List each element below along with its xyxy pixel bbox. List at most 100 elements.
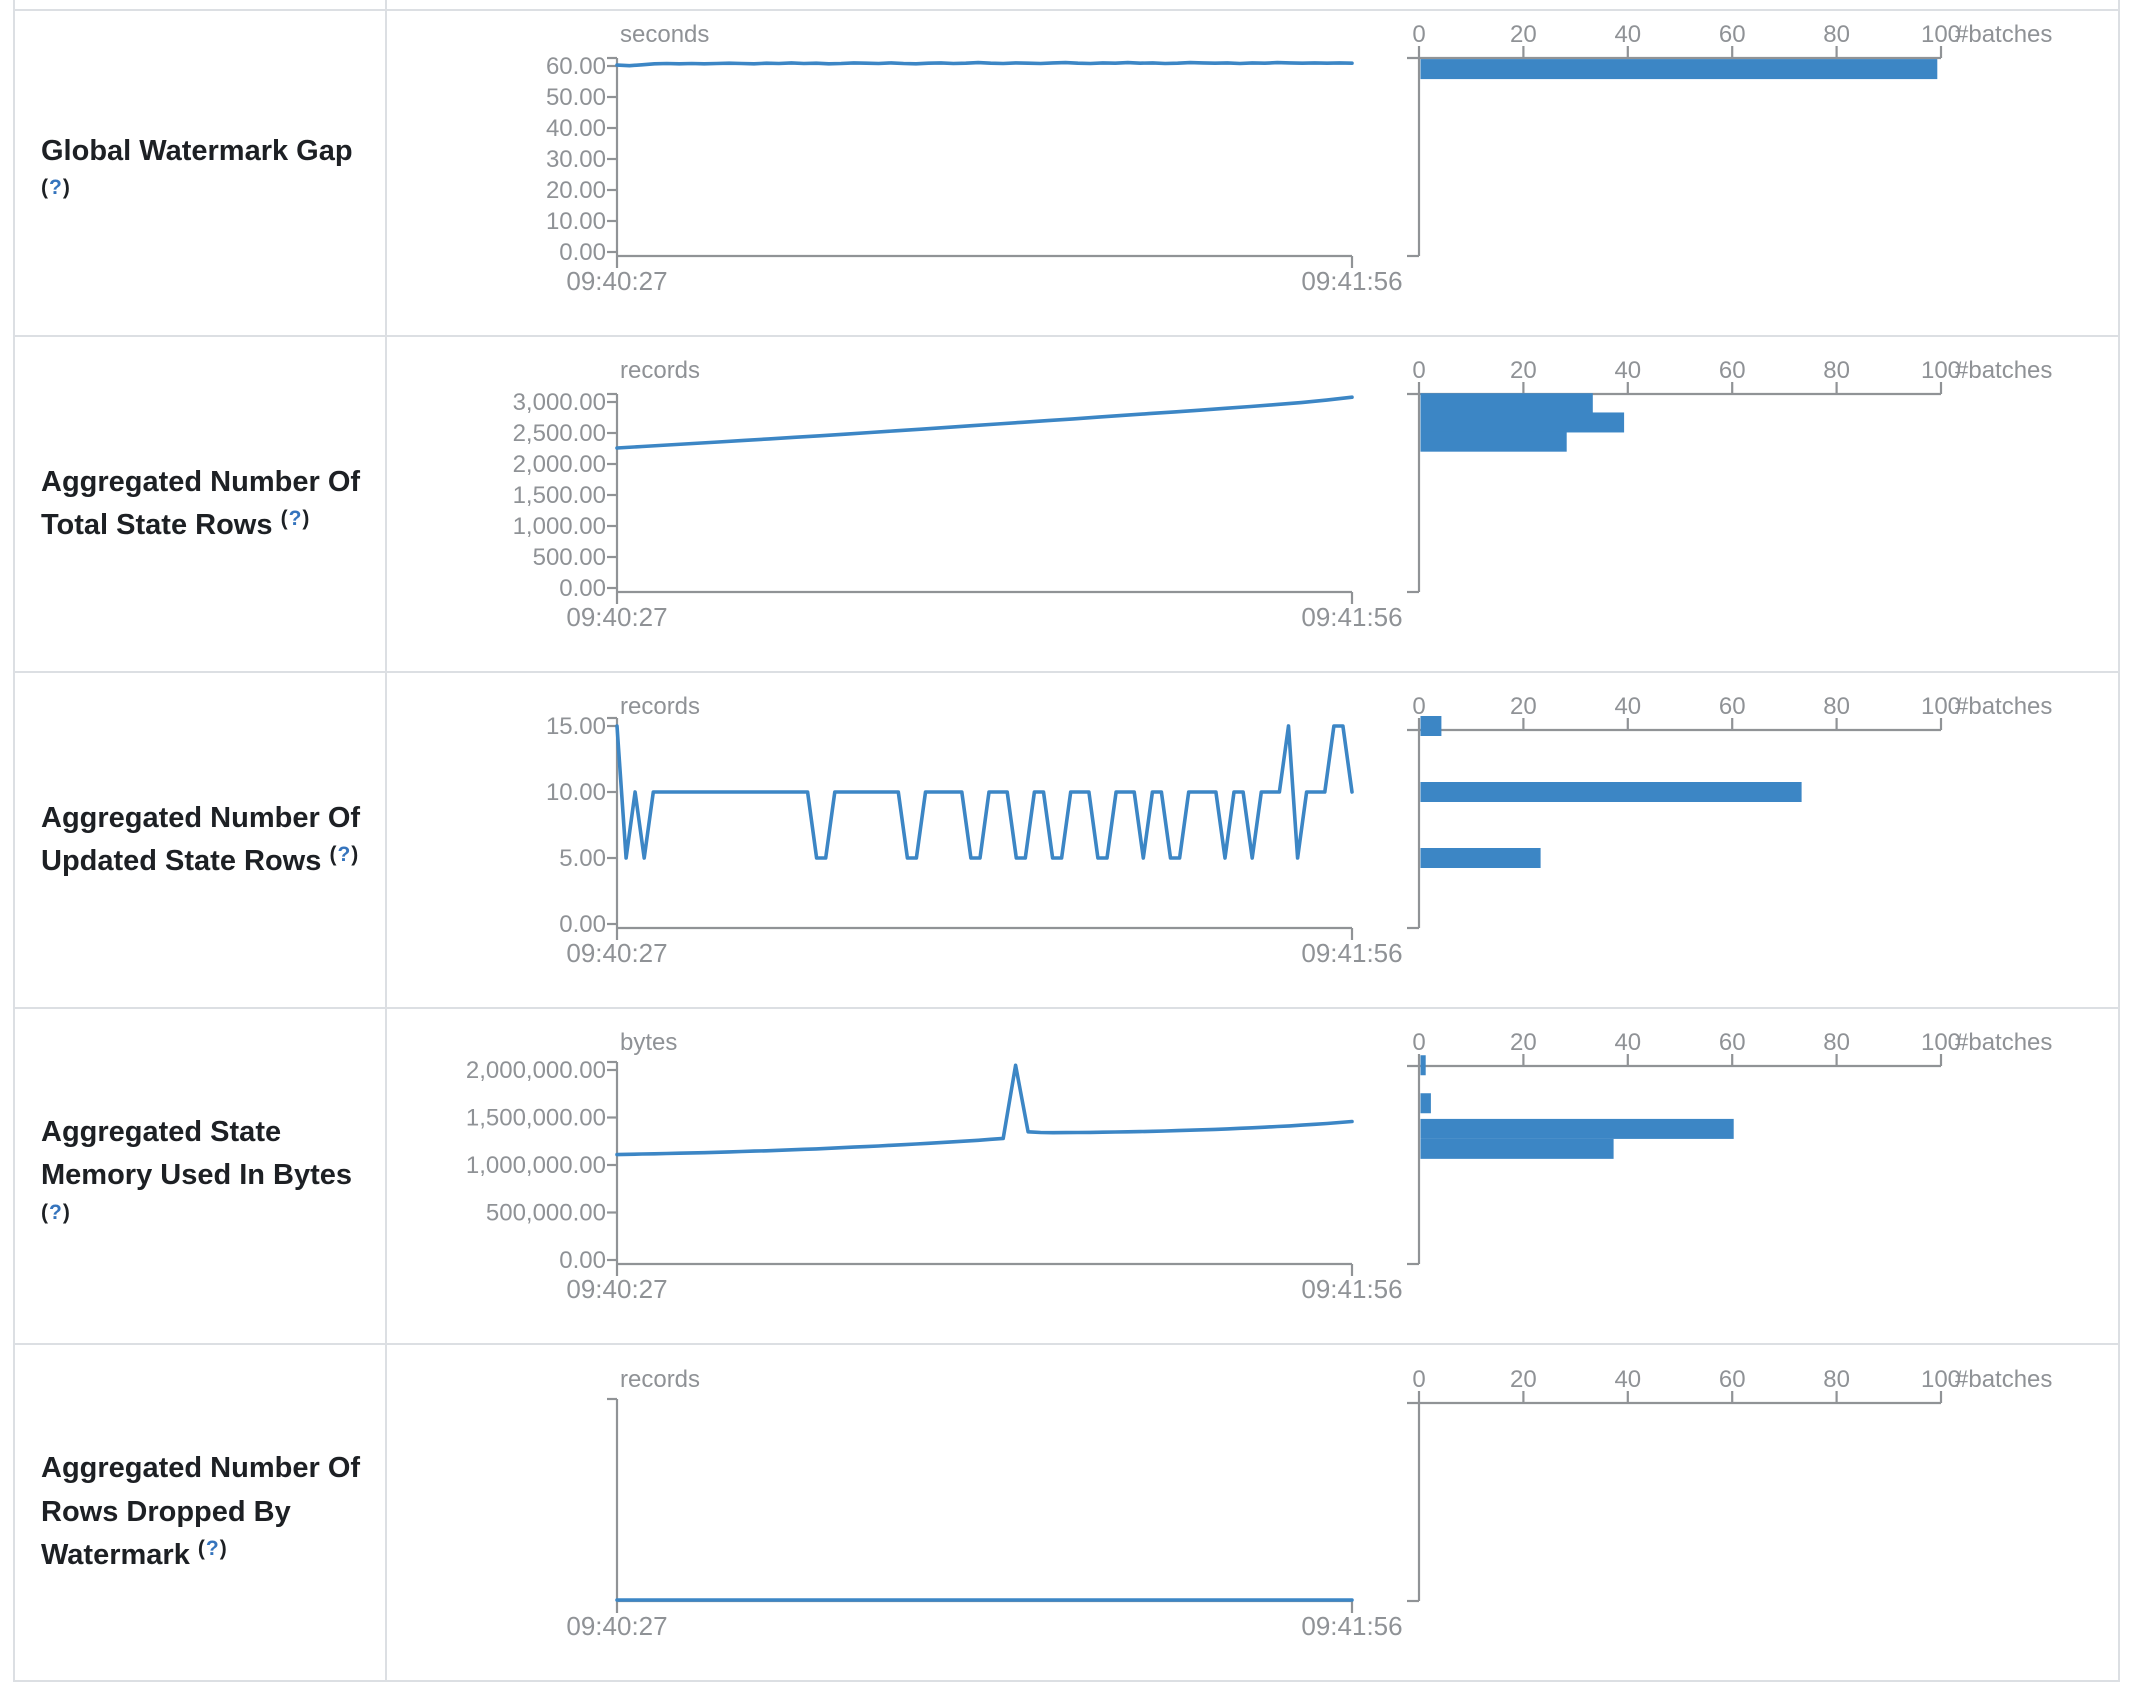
metric-line-series [615, 395, 1354, 450]
unit-label: records [620, 693, 700, 720]
hist-x-tick-label: 100 [1921, 21, 1961, 48]
question-mark-icon[interactable]: ? [337, 843, 352, 866]
row-divider [13, 1007, 2118, 1009]
y-tick-label: 2,500.00 [513, 420, 606, 447]
hist-x-tick-label: 60 [1719, 21, 1746, 48]
y-tick-label: 0.00 [559, 911, 606, 938]
histogram-chart: 0 20 40 60 80 100#batches [1407, 21, 2052, 258]
y-tick-label: 10.00 [546, 208, 606, 235]
hist-x-tick-label: 40 [1614, 693, 1641, 720]
hist-x-tick-label: 100 [1921, 1029, 1961, 1056]
y-tick-label: 5.00 [559, 845, 606, 872]
unit-label: records [620, 1366, 700, 1393]
metric-title: Aggregated Number Of Rows Dropped By Wat… [15, 1447, 373, 1578]
row-divider [13, 335, 2118, 337]
hist-x-tick-label: 20 [1510, 357, 1537, 384]
help-link[interactable]: (?) [197, 1537, 228, 1561]
help-link[interactable]: (?) [329, 843, 360, 866]
metric-row-label-cell: Aggregated Number Of Total State Rows (?… [15, 336, 385, 672]
metric-line-series [615, 1063, 1354, 1157]
hist-x-tick-label: 100 [1921, 357, 1961, 384]
row-charts-svg: seconds 60.00 50.00 40.00 30.00 20.00 10.00 0.0… [546, 21, 2052, 296]
metric-row-label-cell: Aggregated State Memory Used In Bytes (?… [15, 1008, 385, 1344]
y-tick-label: 50.00 [546, 84, 606, 111]
question-mark-icon[interactable]: ? [49, 1200, 63, 1224]
metric-title-text: Aggregated State Memory Used In Bytes [41, 1115, 353, 1192]
row-charts-svg: bytes 2,000,000.00 1,500,000.00 1,000,000.0… [466, 1029, 2053, 1304]
row-divider [13, 1343, 2118, 1345]
question-mark-icon[interactable]: ? [205, 1537, 220, 1561]
metric-row-label-cell: Aggregated Number Of Updated State Rows … [15, 672, 385, 1008]
batches-axis-label: #batches [1955, 1029, 2052, 1056]
hist-x-tick-label: 20 [1510, 21, 1537, 48]
y-tick-label: 1,000.00 [513, 513, 606, 540]
histogram-bar [1420, 716, 1442, 736]
y-tick-label: 1,000,000.00 [466, 1152, 606, 1179]
hist-x-tick-label: 60 [1719, 1029, 1746, 1056]
row-charts-svg: records 09:40:27 09:41:56 0 20 40 60 80 100#batc… [566, 1366, 2052, 1641]
y-tick-label: 60.00 [546, 53, 606, 80]
time-start-label: 09:40:27 [566, 602, 667, 632]
histogram-chart: 0 20 40 60 80 100#batches [1407, 1366, 2052, 1603]
metric-row-label-cell: Global Watermark Gap (?) [15, 10, 385, 336]
metric-title: Aggregated Number Of Updated State Rows … [15, 797, 373, 884]
time-end-label: 09:41:56 [1301, 602, 1402, 632]
hist-x-tick-label: 100 [1921, 1366, 1961, 1393]
metric-row-label-cell: Aggregated Number Of Rows Dropped By Wat… [15, 1344, 385, 1681]
hist-x-tick-label: 0 [1412, 693, 1425, 720]
metric-title-text: Aggregated Number Of Updated State Rows [41, 801, 361, 878]
help-link[interactable]: (?) [280, 507, 311, 530]
y-tick-label: 500.00 [533, 544, 606, 571]
hist-x-tick-label: 0 [1412, 1366, 1425, 1393]
unit-label: bytes [620, 1029, 677, 1056]
time-start-label: 09:40:27 [566, 1611, 667, 1641]
hist-x-tick-label: 20 [1510, 1029, 1537, 1056]
metric-title-text: Aggregated Number Of Total State Rows [41, 465, 361, 542]
hist-x-tick-label: 40 [1614, 1366, 1641, 1393]
help-link[interactable]: (?) [41, 176, 71, 199]
batches-axis-label: #batches [1955, 693, 2052, 720]
help-link[interactable]: (?) [41, 1200, 71, 1224]
y-tick-label: 2,000.00 [513, 451, 606, 478]
hist-x-tick-label: 40 [1614, 1029, 1641, 1056]
metric-title-text: Aggregated Number Of Rows Dropped By Wat… [41, 1452, 361, 1572]
y-tick-label: 15.00 [546, 713, 606, 740]
table-top-border [13, 9, 2118, 11]
hist-x-tick-label: 60 [1719, 357, 1746, 384]
hist-x-tick-label: 80 [1823, 1366, 1850, 1393]
hist-x-tick-label: 80 [1823, 1029, 1850, 1056]
question-mark-icon[interactable]: ? [49, 176, 63, 199]
histogram-bar [1420, 848, 1541, 868]
column-divider [2118, 0, 2120, 1682]
histogram-bar [1420, 393, 1593, 414]
hist-x-tick-label: 80 [1823, 21, 1850, 48]
y-tick-label: 500,000.00 [486, 1200, 606, 1227]
row-divider [13, 1680, 2118, 1682]
metric-title: Aggregated State Memory Used In Bytes (?… [15, 1111, 373, 1242]
hist-x-tick-label: 40 [1614, 357, 1641, 384]
time-end-label: 09:41:56 [1301, 938, 1402, 968]
column-divider [13, 0, 15, 1682]
y-tick-label: 0.00 [559, 239, 606, 266]
batches-axis-label: #batches [1955, 21, 2052, 48]
row-divider [13, 671, 2118, 673]
time-start-label: 09:40:27 [566, 938, 667, 968]
hist-x-tick-label: 100 [1921, 693, 1961, 720]
batches-axis-label: #batches [1955, 357, 2052, 384]
row-charts-svg: records 3,000.00 2,500.00 2,000.00 1,500.00 1… [513, 357, 2053, 632]
histogram-bar [1420, 1093, 1431, 1114]
question-mark-icon[interactable]: ? [288, 507, 303, 530]
histogram-bar [1420, 782, 1802, 802]
y-tick-label: 1,500,000.00 [466, 1105, 606, 1132]
metric-title: Global Watermark Gap (?) [15, 130, 373, 217]
hist-x-tick-label: 20 [1510, 1366, 1537, 1393]
y-tick-label: 0.00 [559, 1247, 606, 1274]
timeline-chart: records 3,000.00 2,500.00 2,000.00 1,500.00 1… [513, 357, 1403, 632]
time-end-label: 09:41:56 [1301, 1611, 1402, 1641]
time-end-label: 09:41:56 [1301, 1274, 1402, 1304]
batches-axis-label: #batches [1955, 1366, 2052, 1393]
y-tick-label: 3,000.00 [513, 389, 606, 416]
histogram-bar [1420, 1055, 1426, 1076]
